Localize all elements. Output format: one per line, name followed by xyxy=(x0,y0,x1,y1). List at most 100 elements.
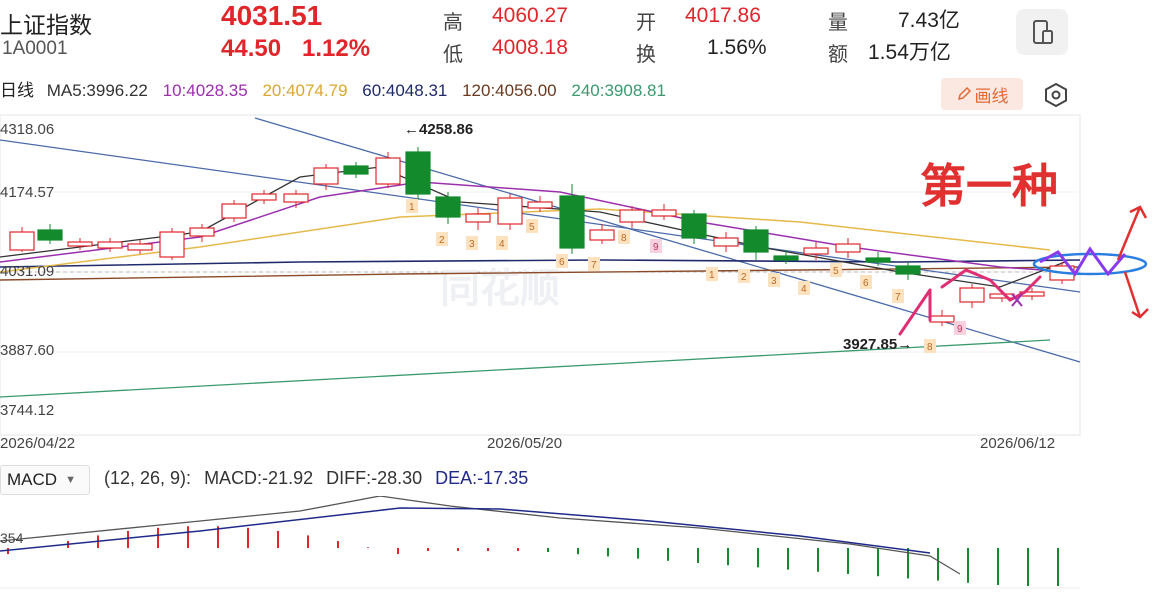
y-label-3: 4031.09 xyxy=(0,263,54,280)
cross-mark xyxy=(1011,293,1023,307)
candles xyxy=(9,147,1075,326)
high-value: 4060.27 xyxy=(492,4,568,27)
ma240-value: 240:3908.81 xyxy=(571,81,666,100)
candle-body xyxy=(283,193,309,203)
candle-body xyxy=(865,257,891,263)
macd-values: (12, 26, 9): MACD:-21.92 DIFF:-28.30 DEA… xyxy=(104,468,536,489)
macd-lines xyxy=(0,496,961,575)
kline-chart[interactable]: 同花顺 1 2 3 4 5 6 7 8 9 1 2 3 4 5 6 7 8 9 4318.06 4174.57 4… xyxy=(0,112,1168,457)
ma120-value: 120:4056.00 xyxy=(462,81,557,100)
count-marker: 4 xyxy=(801,284,807,295)
count-marker: 2 xyxy=(741,272,747,283)
watermark: 同花顺 xyxy=(440,267,560,311)
y-label-4: 3887.60 xyxy=(0,342,54,359)
count-marker: 6 xyxy=(863,278,869,289)
candle-body xyxy=(37,229,63,241)
candle-body xyxy=(497,197,523,225)
count-marker: 6 xyxy=(559,257,565,268)
candle-body xyxy=(959,287,985,303)
y-label-5: 3744.12 xyxy=(0,402,54,419)
ma120-line xyxy=(0,266,1081,281)
candle-body xyxy=(989,293,1015,299)
count-marker-box xyxy=(860,275,872,289)
count-marker: 5 xyxy=(529,222,535,233)
count-marker: 8 xyxy=(621,233,627,244)
candle-body xyxy=(835,243,861,253)
count-marker: 3 xyxy=(469,239,475,250)
count-marker-box xyxy=(768,273,780,287)
candle-body xyxy=(619,209,645,223)
candle-body xyxy=(681,213,707,239)
count-marker-box xyxy=(526,219,538,233)
count-marker-box xyxy=(706,267,718,281)
candle-body xyxy=(343,165,369,175)
candle-body xyxy=(405,151,431,195)
candle-body xyxy=(435,196,461,218)
amount-value: 1.54万亿 xyxy=(868,41,951,64)
arrow-down-right xyxy=(1123,271,1149,319)
macd-chart[interactable]: 354 xyxy=(0,496,1168,596)
hexagon-settings-icon xyxy=(1045,82,1067,108)
candle-body xyxy=(159,231,185,258)
count-marker: 9 xyxy=(957,324,963,335)
x-label-2: 2026/05/20 xyxy=(487,435,562,452)
y-label-2: 4174.57 xyxy=(0,184,54,201)
period-label[interactable]: 日线 xyxy=(0,81,34,100)
chart-settings-button[interactable] xyxy=(1042,81,1070,109)
open-value: 4017.86 xyxy=(685,4,761,27)
count-marker-box xyxy=(588,257,600,271)
ma-legend: 日线 MA5:3996.22 10:4028.35 20:4074.79 60:… xyxy=(0,76,676,100)
macd-y-label: 354 xyxy=(0,530,24,546)
hand-drawn-annotations xyxy=(898,205,1149,336)
chart-frame xyxy=(0,114,1081,436)
draw-line-button[interactable]: 画线 xyxy=(941,78,1023,110)
volume-value: 7.43亿 xyxy=(898,9,960,32)
turnover-value: 1.56% xyxy=(707,36,767,59)
high-label: 高 xyxy=(443,12,463,34)
candle-body xyxy=(67,241,93,247)
price-change-pct: 1.12% xyxy=(302,35,371,62)
x-label-1: 2026/04/22 xyxy=(0,435,75,452)
candle-body xyxy=(465,213,491,223)
candle-body xyxy=(929,315,955,323)
dea-value: DEA:-17.35 xyxy=(435,468,529,488)
count-marker: 7 xyxy=(895,292,901,303)
count-marker: 3 xyxy=(771,276,777,287)
quote-header: 上证指数 1A0001 4031.51 44.50 1.12% 高 4060.2… xyxy=(0,0,1168,70)
low-value: 4008.18 xyxy=(492,36,568,59)
low-label: 低 xyxy=(443,44,463,66)
hand-drawn-zigzag xyxy=(898,268,1042,336)
nine-turn-markers: 1 2 3 4 5 6 7 8 9 1 2 3 4 5 6 7 8 9 xyxy=(406,199,966,353)
y-label-1: 4318.06 xyxy=(0,121,54,138)
price-change: 44.50 xyxy=(221,35,282,62)
count-marker: 5 xyxy=(833,266,839,277)
count-marker-box xyxy=(830,263,842,277)
device-toggle-icon xyxy=(1033,20,1053,44)
low-marker: 3927.85→ xyxy=(843,336,912,353)
count-marker: 4 xyxy=(499,239,505,250)
ma20-value: 20:4074.79 xyxy=(262,81,348,100)
count-marker: 1 xyxy=(709,270,715,281)
indicator-select[interactable]: MACD ▼ xyxy=(0,465,90,495)
candle-body xyxy=(127,243,153,251)
candle-body xyxy=(313,167,339,185)
pencil-icon xyxy=(957,86,971,101)
support-line xyxy=(0,339,1051,398)
candle-body xyxy=(589,229,615,241)
candle-body xyxy=(189,227,215,237)
index-code: 1A0001 xyxy=(2,38,68,59)
arrow-up-right xyxy=(1116,205,1148,261)
ma10-line xyxy=(0,181,1071,273)
dea-line xyxy=(0,507,931,554)
count-marker-box xyxy=(406,199,418,213)
index-name: 上证指数 xyxy=(0,12,92,38)
count-marker-box xyxy=(436,232,448,246)
count-marker-box xyxy=(650,239,662,253)
device-toggle-button[interactable] xyxy=(1016,9,1068,55)
candle-body xyxy=(221,203,247,219)
candle-body xyxy=(527,201,553,209)
turnover-label: 换 xyxy=(636,44,656,66)
count-marker-box xyxy=(556,254,568,268)
draw-line-label: 画线 xyxy=(974,86,1009,106)
ma5-value: MA5:3996.22 xyxy=(46,81,148,100)
